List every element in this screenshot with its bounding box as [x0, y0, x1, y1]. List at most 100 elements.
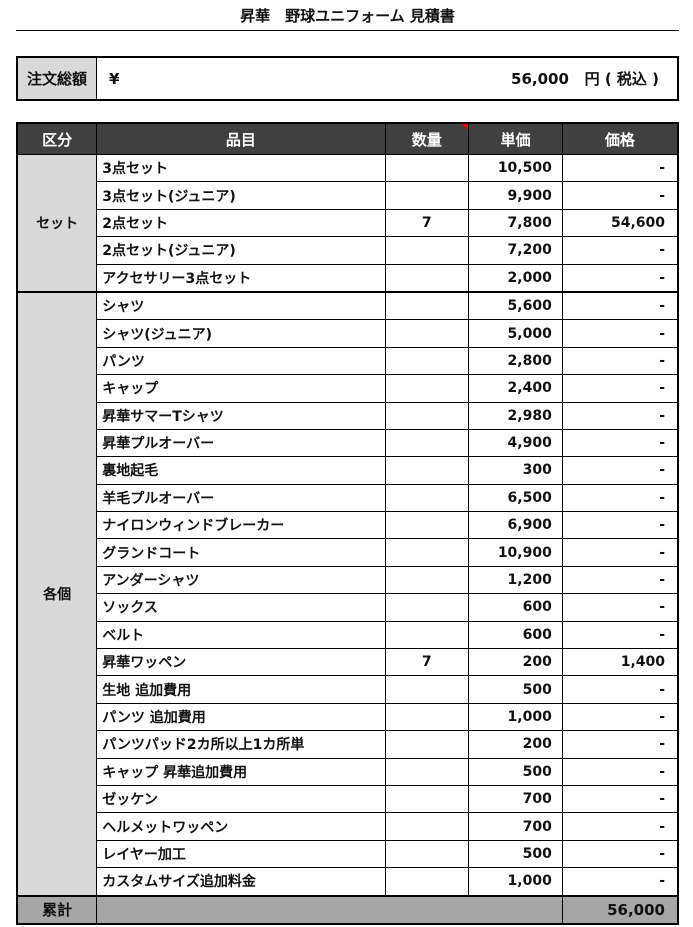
item-name: レイヤー加工	[96, 839, 386, 869]
unit-price: 2,000	[468, 263, 563, 293]
item-name: アンダーシャツ	[96, 565, 386, 595]
quantity-cell[interactable]	[384, 675, 470, 704]
quantity-cell[interactable]	[384, 428, 470, 458]
quantity-cell[interactable]	[384, 784, 470, 814]
unit-price: 1,000	[468, 867, 563, 897]
line-price: -	[561, 456, 679, 485]
category-cell: 各個	[16, 290, 98, 897]
quantity-cell[interactable]	[384, 839, 470, 869]
item-name: キャップ 昇華追加費用	[96, 757, 386, 786]
table-row: セット 3点セット 10,500-	[16, 153, 679, 293]
unit-price: 200	[468, 730, 563, 759]
unit-price: 700	[468, 812, 563, 841]
quantity-cell[interactable]	[384, 236, 470, 265]
grand-total: 56,000	[561, 894, 679, 925]
table-row: パンツ 追加費用 1,000-	[17, 702, 679, 732]
currency-symbol: ¥	[109, 69, 120, 88]
item-name: パンツ	[96, 346, 386, 376]
unit-price: 500	[468, 839, 563, 869]
unit-price: 2,400	[468, 374, 563, 403]
order-total-amount: 56,000 円 ( 税込 )	[511, 58, 677, 99]
quantity-cell[interactable]	[384, 263, 470, 293]
quantity-cell[interactable]	[384, 702, 470, 732]
item-name: カスタムサイズ追加料金	[96, 867, 386, 897]
table-row: 裏地起毛 300-	[17, 456, 679, 485]
table-row: ナイロンウィンドブレーカー 6,900-	[17, 511, 679, 540]
unit-price: 2,800	[468, 346, 563, 376]
quantity-cell[interactable]	[384, 757, 470, 786]
unit-price: 200	[468, 648, 563, 677]
quantity-cell[interactable]: 7	[384, 208, 470, 238]
item-name: パンツパッド2カ所以上1カ所単	[96, 730, 386, 759]
quantity-cell[interactable]	[384, 483, 470, 513]
unit-price: 5,000	[468, 319, 563, 348]
item-name: ソックス	[96, 593, 386, 622]
total-label: 累計	[16, 894, 98, 925]
unit-price: 600	[468, 620, 563, 650]
quantity-cell[interactable]	[384, 565, 470, 595]
header-unit-price: 単価	[468, 122, 563, 155]
quantity-cell[interactable]	[384, 401, 470, 430]
quantity-cell[interactable]	[384, 346, 470, 376]
page-title: 昇華 野球ユニフォーム 見積書	[240, 7, 455, 25]
line-price: -	[561, 428, 679, 458]
line-price: -	[561, 374, 679, 403]
line-price: -	[561, 263, 679, 293]
unit-price: 9,900	[468, 181, 563, 210]
quantity-cell[interactable]	[384, 456, 470, 485]
unit-price: 5,600	[468, 290, 563, 321]
line-price: -	[561, 867, 679, 897]
quantity-cell[interactable]: 7	[384, 648, 470, 677]
unit-price: 700	[468, 784, 563, 814]
table-row: 生地 追加費用 500-	[17, 675, 679, 704]
quantity-cell[interactable]	[384, 812, 470, 841]
table-row: キャップ 2,400-	[17, 374, 679, 403]
line-price: -	[561, 538, 679, 567]
quantity-cell[interactable]	[384, 181, 470, 210]
item-name: 昇華プルオーバー	[96, 428, 386, 458]
line-price: -	[561, 236, 679, 265]
quantity-cell[interactable]	[384, 593, 470, 622]
quantity-cell[interactable]	[384, 538, 470, 567]
item-name: 2点セット(ジュニア)	[96, 236, 386, 265]
line-price: 1,400	[561, 648, 679, 677]
item-name: パンツ 追加費用	[96, 702, 386, 732]
unit-price: 1,000	[468, 702, 563, 732]
line-price: -	[561, 181, 679, 210]
table-row: ベルト 600-	[17, 620, 679, 650]
item-name: 3点セット	[96, 153, 386, 183]
unit-price: 1,200	[468, 565, 563, 595]
item-name: 昇華サマーTシャツ	[96, 401, 386, 430]
line-price: -	[561, 153, 679, 183]
quantity-cell[interactable]	[384, 511, 470, 540]
item-name: ゼッケン	[96, 784, 386, 814]
quantity-cell[interactable]	[384, 153, 470, 183]
table-row: 3点セット(ジュニア) 9,900-	[17, 181, 679, 210]
line-price: -	[561, 511, 679, 540]
quantity-cell[interactable]	[384, 730, 470, 759]
item-name: 3点セット(ジュニア)	[96, 181, 386, 210]
item-name: ヘルメットワッペン	[96, 812, 386, 841]
total-amount: 56,000	[511, 69, 569, 88]
item-name: 2点セット	[96, 208, 386, 238]
quantity-cell[interactable]	[384, 374, 470, 403]
comment-indicator-icon[interactable]	[462, 124, 469, 130]
table-row: シャツ(ジュニア) 5,000-	[17, 319, 679, 348]
unit-price: 300	[468, 456, 563, 485]
table-row: 昇華ワッペン 7 200 1,400	[17, 648, 679, 677]
total-row: 累計 56,000	[16, 894, 679, 925]
header-category: 区分	[16, 122, 98, 155]
quantity-cell[interactable]	[384, 867, 470, 897]
quantity-cell[interactable]	[384, 620, 470, 650]
item-name: ナイロンウィンドブレーカー	[96, 511, 386, 540]
line-price: -	[561, 620, 679, 650]
table-row: ヘルメットワッペン 700-	[17, 812, 679, 841]
table-row: カスタムサイズ追加料金 1,000-	[17, 867, 679, 897]
item-name: 生地 追加費用	[96, 675, 386, 704]
line-price: -	[561, 757, 679, 786]
table-row: 各個 シャツ 5,600-	[16, 290, 679, 897]
line-price: -	[561, 401, 679, 430]
line-price: -	[561, 702, 679, 732]
quantity-cell[interactable]	[384, 319, 470, 348]
quantity-cell[interactable]	[384, 290, 470, 321]
